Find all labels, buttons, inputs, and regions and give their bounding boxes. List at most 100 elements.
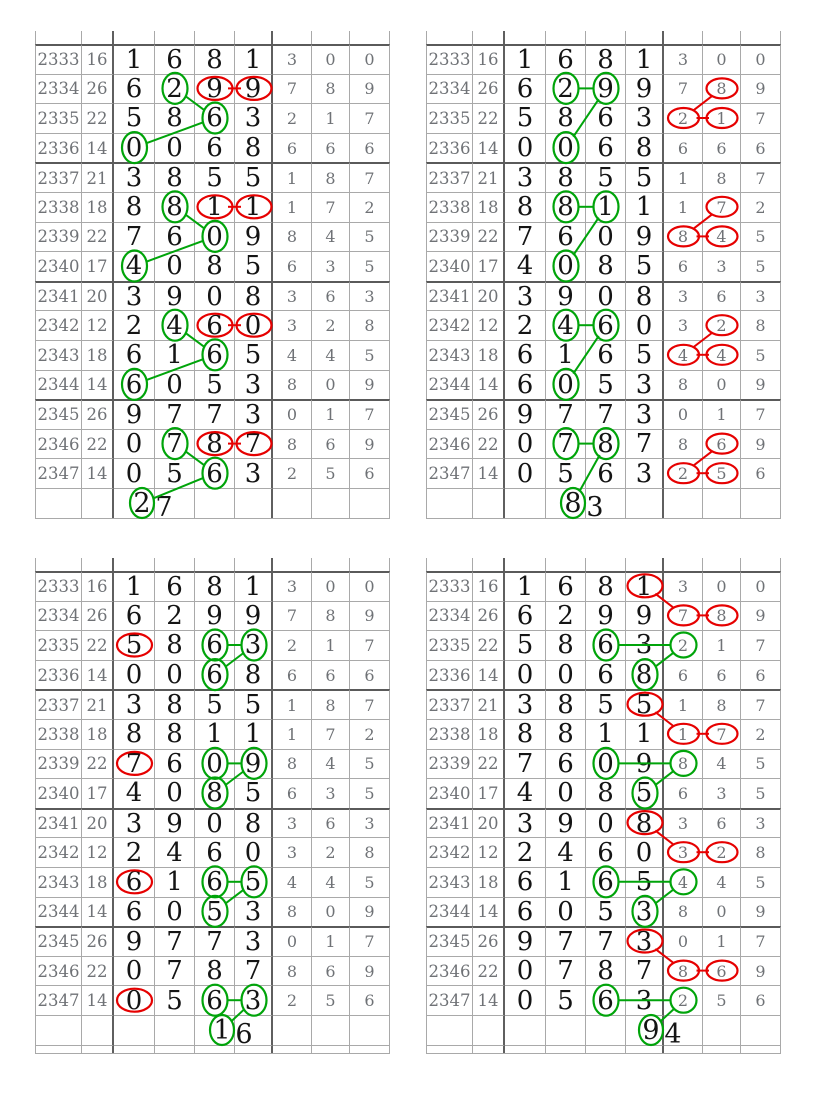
big-digit-cell: 0	[114, 659, 155, 690]
table-row: 2338 18 8 8 1 1 1 7 2	[426, 718, 781, 749]
big-digit-cell: 3	[114, 689, 155, 720]
sum-cell: 22	[473, 428, 505, 459]
empty-cell	[703, 487, 741, 518]
small-digit-cell: 8	[312, 600, 350, 631]
empty-cell	[195, 31, 235, 44]
period-cell: 2347	[35, 458, 82, 488]
table-row: 2339 22 7 6 0 9 8 4 5	[35, 748, 390, 779]
sum-cell: 16	[82, 571, 114, 601]
empty-cell	[273, 558, 312, 571]
prediction-digit: 1	[213, 1015, 231, 1046]
table-row: 2343 18 6 1 6 5 4 4 5	[426, 866, 781, 897]
table-row: 2333 16 1 6 8 1 3 0 0	[35, 571, 390, 602]
period-cell: 2339	[35, 221, 82, 252]
big-digit-cell: 8	[626, 132, 664, 163]
empty-cell	[626, 558, 664, 571]
empty-cell	[426, 1014, 473, 1045]
big-digit-cell: 8	[235, 807, 273, 839]
small-digit-cell: 1	[664, 191, 703, 222]
empty-cell	[626, 1044, 664, 1053]
partial-top-row	[426, 558, 781, 571]
big-digit-cell: 3	[114, 280, 155, 312]
prediction-row	[35, 487, 390, 518]
big-digit-cell: 8	[586, 428, 626, 459]
sum-cell: 17	[473, 778, 505, 808]
small-digit-cell: 8	[273, 748, 312, 779]
small-digit-cell: 7	[741, 926, 781, 956]
small-digit-cell: 6	[350, 985, 390, 1015]
big-digit-cell: 6	[114, 896, 155, 927]
big-digit-cell: 8	[586, 251, 626, 281]
period-cell: 2340	[35, 251, 82, 281]
big-digit-cell: 5	[626, 866, 664, 897]
empty-cell	[312, 31, 350, 44]
partial-top-row	[35, 558, 390, 571]
period-cell: 2335	[35, 630, 82, 660]
small-digit-cell: 5	[350, 748, 390, 779]
table-row: 2339 22 7 6 0 9 8 4 5	[426, 221, 781, 252]
sum-cell: 21	[82, 689, 114, 719]
big-digit-cell: 8	[155, 191, 195, 222]
table-row: 2335 22 5 8 6 3 2 1 7	[35, 103, 390, 133]
sum-cell: 18	[473, 191, 505, 222]
big-digit-cell: 6	[505, 339, 546, 370]
small-digit-cell: 3	[273, 571, 312, 601]
small-digit-cell: 4	[312, 748, 350, 779]
table-row: 2345 26 9 7 7 3 0 1 7	[426, 399, 781, 430]
big-digit-cell: 9	[586, 600, 626, 631]
empty-cell	[473, 558, 505, 571]
small-digit-cell: 9	[741, 369, 781, 400]
small-digit-cell: 4	[312, 866, 350, 897]
number-grid-table-3: 2333 16 1 6 8 1 3 0 0 2334 26 6 2 9 9 7 8 9 2335 22 5 8 6 3 2 1 7 2…	[35, 558, 390, 1054]
big-digit-cell: 7	[114, 748, 155, 779]
small-digit-cell: 5	[350, 251, 390, 281]
big-digit-cell: 0	[114, 458, 155, 489]
prediction-digit: 2	[133, 488, 151, 519]
table-row: 2347 14 0 5 6 3 2 5 6	[426, 985, 781, 1016]
table-row: 2346 22 0 7 8 7 8 6 9	[426, 428, 781, 459]
big-digit-cell: 8	[626, 807, 664, 839]
period-cell: 2344	[35, 896, 82, 927]
sum-cell: 26	[473, 926, 505, 956]
empty-cell	[546, 31, 586, 44]
small-digit-cell: 2	[703, 310, 741, 340]
big-digit-cell: 8	[155, 689, 195, 720]
sum-cell: 12	[473, 310, 505, 340]
big-digit-cell: 1	[505, 571, 546, 602]
empty-cell	[426, 1044, 473, 1053]
partial-bottom-row	[35, 1044, 390, 1053]
table-row: 2340 17 4 0 8 5 6 3 5	[35, 251, 390, 281]
small-digit-cell: 2	[312, 837, 350, 867]
small-digit-cell: 2	[273, 630, 312, 660]
big-digit-cell: 6	[155, 44, 195, 75]
small-digit-cell: 9	[350, 600, 390, 631]
small-digit-cell: 5	[312, 458, 350, 488]
table-row: 2335 22 5 8 6 3 2 1 7	[426, 103, 781, 133]
small-digit-cell: 0	[312, 44, 350, 74]
sum-cell: 12	[82, 837, 114, 867]
table-row: 2338 18 8 8 1 1 1 7 2	[426, 191, 781, 222]
period-cell: 2346	[426, 955, 473, 986]
big-digit-cell: 8	[155, 718, 195, 749]
empty-cell	[741, 1044, 781, 1053]
big-digit-cell: 1	[626, 191, 664, 222]
big-digit-cell: 9	[114, 399, 155, 430]
small-digit-cell: 0	[350, 44, 390, 74]
small-digit-cell: 9	[350, 73, 390, 104]
big-digit-cell: 9	[155, 280, 195, 312]
empty-cell	[35, 558, 82, 571]
big-digit-cell: 5	[626, 689, 664, 720]
sum-cell: 18	[82, 339, 114, 370]
table-row: 2345 26 9 7 7 3 0 1 7	[35, 926, 390, 957]
big-digit-cell: 5	[114, 630, 155, 660]
big-digit-cell: 9	[114, 926, 155, 957]
empty-cell	[312, 1044, 350, 1053]
empty-cell	[155, 558, 195, 571]
period-cell: 2333	[35, 44, 82, 74]
big-digit-cell: 6	[155, 221, 195, 252]
small-digit-cell: 3	[350, 280, 390, 311]
table-row: 2347 14 0 5 6 3 2 5 6	[35, 458, 390, 489]
big-digit-cell: 6	[546, 44, 586, 75]
empty-cell	[312, 1014, 350, 1045]
big-digit-cell: 9	[195, 600, 235, 631]
